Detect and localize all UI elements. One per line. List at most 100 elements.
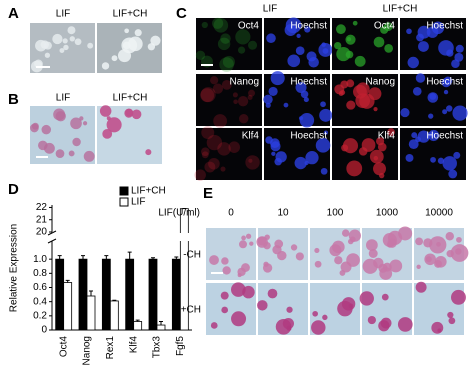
bar [171,258,181,331]
cell [221,306,229,314]
cell [201,147,210,156]
cell [428,113,434,119]
cell [124,28,130,34]
cell [122,41,131,50]
cell [40,40,49,49]
cell [415,237,424,246]
cell [82,121,88,126]
cell [373,36,385,48]
cell [235,29,251,45]
cell [312,310,318,317]
cell [443,89,449,95]
cell [270,71,285,86]
cell [305,151,319,165]
cell [248,158,253,163]
cell [290,244,298,251]
cell [379,267,393,280]
column-label: LIF [56,9,70,20]
panel-label: A [8,5,19,22]
cell [201,21,208,29]
channel-label: Hoechst [426,131,463,142]
channel-label: Hoechst [290,131,327,142]
cell [418,41,429,52]
cell [106,116,111,121]
cell [384,43,394,53]
cell [271,151,276,156]
cell [221,79,232,90]
cell [212,17,224,29]
cell [204,161,216,173]
scale-bar [36,156,48,158]
cell [427,92,439,103]
cell [83,150,95,162]
x-tick-label: Oct4 [58,336,69,358]
cell [319,108,333,122]
cell [38,140,48,151]
cell [245,155,260,170]
cell [131,109,142,120]
bar [148,258,158,331]
cell [445,231,454,241]
cell [298,116,304,121]
bar [63,282,73,331]
cell [248,89,256,97]
axis-break [47,230,57,244]
cell [323,130,329,135]
column-label: 100 [327,208,344,219]
cell [436,241,441,247]
cell [101,62,110,70]
cell [389,259,403,273]
cell [99,105,112,117]
cell [341,144,349,152]
cell [213,18,229,33]
cell [397,317,413,332]
cell [407,56,419,69]
bar [101,258,111,331]
cell [412,86,422,96]
cell [212,83,224,94]
cell [102,128,113,139]
x-tick-label: Fgf5 [175,336,186,356]
legend-label: LIF [131,197,145,208]
cell [320,167,328,175]
cell [241,235,246,241]
cell [134,29,142,37]
cell [315,138,331,153]
cell [72,137,81,147]
panel-label: D [8,181,19,198]
cell [430,156,436,163]
cell [406,28,412,35]
cell [210,322,218,329]
y-tick-label: 0.6 [33,282,47,293]
scale-bar [201,64,213,66]
cell [217,37,231,51]
cell [231,282,246,297]
cell [200,87,216,103]
error-bar [174,256,179,260]
cell [311,320,326,335]
cell [451,289,466,305]
cell [201,151,209,159]
cell [222,266,231,275]
cell [416,264,421,270]
cell [299,113,315,128]
cell [378,172,385,179]
channel-label: Nanog [230,77,259,88]
y-tick-label: 0.4 [33,296,47,307]
bar [55,258,65,331]
column-label: LIF+CH [383,4,418,15]
cell [145,149,152,156]
cell [221,257,229,265]
cell [44,52,51,58]
scale-bar [211,272,223,274]
bar [109,300,119,331]
row-header: LIF(U/ml) [158,208,200,219]
cell [408,139,419,150]
cell [87,42,94,49]
cell [79,116,84,121]
cell [41,124,52,135]
cell [373,107,378,112]
cell [341,297,356,311]
legend-label: LIF+CH [131,186,166,197]
cell [241,263,250,272]
